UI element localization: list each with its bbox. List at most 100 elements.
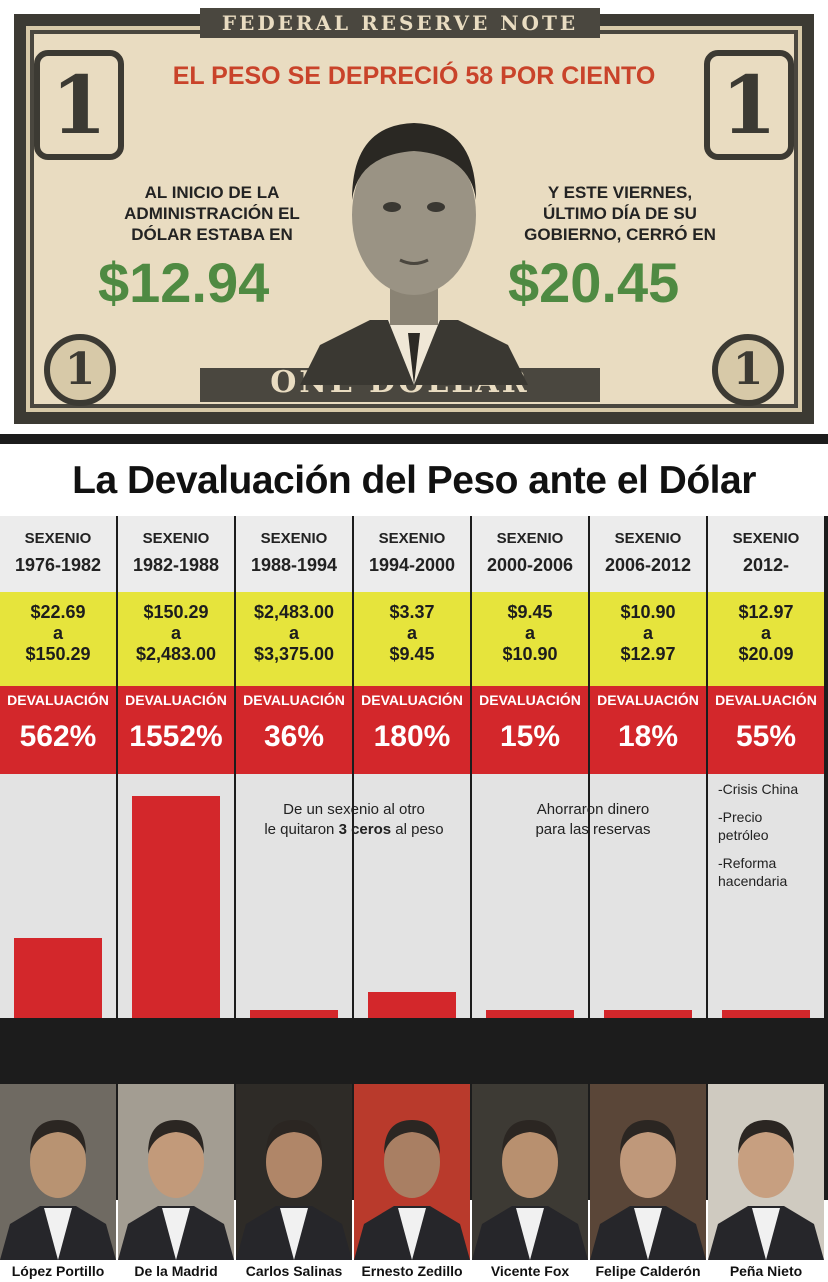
end-caption-line-3: GOBIERNO, CERRÓ EN — [524, 225, 716, 244]
range-start: $2,483.00 — [253, 602, 335, 622]
annotation-salinas-line-1: De un sexenio al otro — [283, 801, 425, 818]
corner-numeral-top-left: 1 — [34, 50, 124, 160]
banknote-headline: EL PESO SE DEPRECIÓ 58 POR CIENTO — [172, 62, 656, 90]
sexenio-header: SEXENIO 2012- — [708, 516, 824, 592]
range-start: $22.69 — [30, 602, 86, 622]
president-name: De la Madrid — [118, 1260, 234, 1282]
bar-plot-area — [590, 774, 706, 1018]
president-photo — [590, 1084, 706, 1260]
devaluation-bar — [14, 938, 102, 1018]
annotation-salinas-line-2: le quitaron 3 ceros al peso — [238, 820, 470, 840]
annotation-pena-line-3: petróleo — [718, 827, 769, 843]
president-photo — [472, 1084, 588, 1260]
range-start: $12.97 — [738, 602, 794, 622]
range-end: $3,375.00 — [253, 644, 335, 664]
exchange-range: $2,483.00 a $3,375.00 — [236, 592, 352, 686]
column-4: SEXENIO 2000-2006 $9.45 a $10.90 DEVALUACIÓN 1… — [472, 516, 588, 1282]
range-start: $150.29 — [143, 602, 209, 622]
sexenio-years: 1988-1994 — [250, 555, 338, 575]
exchange-range: $9.45 a $10.90 — [472, 592, 588, 686]
sexenio-header: SEXENIO 2000-2006 — [472, 516, 588, 592]
range-end: $12.97 — [620, 644, 676, 664]
column-5: SEXENIO 2006-2012 $10.90 a $12.97 DEVALUACIÓN… — [590, 516, 706, 1282]
sexenio-years: 1982-1988 — [132, 555, 220, 575]
president-name: Vicente Fox — [472, 1260, 588, 1282]
annotation-salinas-part-a: le quitaron — [264, 821, 339, 838]
portrait-pena-nieto — [300, 123, 528, 385]
range-connector: a — [52, 623, 63, 643]
president-name: López Portillo — [0, 1260, 116, 1282]
corner-numeral-top-right: 1 — [704, 50, 794, 160]
annotation-fox-line-2: para las reservas — [535, 821, 651, 838]
sexenio-years: 2006-2012 — [604, 555, 692, 575]
range-start: $10.90 — [620, 602, 676, 622]
sexenio-years: 2000-2006 — [486, 555, 574, 575]
devaluation-box: DEVALUACIÓN 36% — [236, 686, 352, 774]
president-photo — [118, 1084, 234, 1260]
devaluation-label: DEVALUACIÓN — [597, 692, 699, 708]
devaluation-label: DEVALUACIÓN — [361, 692, 463, 708]
devaluation-value-label: 15% — [499, 720, 561, 753]
annotation-fox-line-1: Ahorraron dinero — [536, 801, 650, 818]
sexenio-years: 2012- — [742, 555, 790, 575]
range-end: $20.09 — [738, 644, 794, 664]
start-caption-line-2: ADMINISTRACIÓN EL — [124, 204, 300, 223]
range-end: $10.90 — [502, 644, 558, 664]
end-dollar-caption: Y ESTE VIERNES, ÚLTIMO DÍA DE SU GOBIERN… — [500, 182, 740, 245]
annotation-pena: -Crisis China -Precio petróleo -Reforma … — [718, 780, 824, 900]
end-caption-line-1: Y ESTE VIERNES, — [547, 183, 693, 202]
sexenio-header: SEXENIO 1988-1994 — [236, 516, 352, 592]
devaluation-value-label: 36% — [263, 720, 325, 753]
column-0: SEXENIO 1976-1982 $22.69 a $150.29 DEVALUACIÓ… — [0, 516, 116, 1282]
sexenio-years: 1976-1982 — [14, 555, 102, 575]
annotation-salinas: De un sexenio al otro le quitaron 3 cero… — [238, 800, 470, 840]
range-end: $9.45 — [389, 644, 435, 664]
annotation-pena-group-3: -Reforma hacendaria — [718, 854, 824, 890]
sexenio-word: SEXENIO — [496, 530, 564, 547]
sexenio-years: 1994-2000 — [368, 555, 456, 575]
column-1: SEXENIO 1982-1988 $150.29 a $2,483.00 DEVALUA… — [118, 516, 234, 1282]
bar-plot-area — [472, 774, 588, 1018]
bar-plot-area — [236, 774, 352, 1018]
range-end: $2,483.00 — [135, 644, 217, 664]
devaluation-bar — [368, 992, 456, 1018]
exchange-range: $150.29 a $2,483.00 — [118, 592, 234, 686]
sexenio-word: SEXENIO — [24, 530, 92, 547]
exchange-range: $12.97 a $20.09 — [708, 592, 824, 686]
column-6: SEXENIO 2012- $12.97 a $20.09 DEVALUACIÓN 55% P… — [708, 516, 824, 1282]
devaluation-label: DEVALUACIÓN — [243, 692, 345, 708]
banknote-panel: FEDERAL RESERVE NOTE ONE DOLLAR 1 1 1 1 … — [0, 0, 828, 428]
devaluation-value-label: 18% — [617, 720, 679, 753]
range-start: $9.45 — [507, 602, 553, 622]
president-name: Peña Nieto — [708, 1260, 824, 1282]
devaluation-value-label: 55% — [735, 720, 797, 753]
sexenio-word: SEXENIO — [142, 530, 210, 547]
sexenio-header: SEXENIO 1982-1988 — [118, 516, 234, 592]
president-name: Ernesto Zedillo — [354, 1260, 470, 1282]
president-photo — [708, 1084, 824, 1260]
chart-title: La Devaluación del Peso ante el Dólar — [0, 434, 828, 516]
range-connector: a — [524, 623, 535, 643]
devaluation-box: DEVALUACIÓN 18% — [590, 686, 706, 774]
devaluation-box: DEVALUACIÓN 562% — [0, 686, 116, 774]
president-photo — [236, 1084, 352, 1260]
range-connector: a — [642, 623, 653, 643]
bar-plot-area — [0, 774, 116, 1018]
federal-reserve-band: FEDERAL RESERVE NOTE — [200, 8, 600, 38]
exchange-range: $3.37 a $9.45 — [354, 592, 470, 686]
devaluation-value-label: 562% — [19, 720, 97, 753]
devaluation-bar — [250, 1010, 338, 1018]
devaluation-bar — [132, 796, 220, 1018]
range-connector: a — [406, 623, 417, 643]
sexenio-header: SEXENIO 2006-2012 — [590, 516, 706, 592]
annotation-pena-group-2: -Precio petróleo — [718, 808, 824, 844]
devaluation-label: DEVALUACIÓN — [7, 692, 109, 708]
bar-plot-area — [708, 774, 824, 1018]
annotation-fox: Ahorraron dinero para las reservas — [498, 800, 688, 840]
devaluation-bar — [722, 1010, 810, 1018]
president-name: Felipe Calderón — [590, 1260, 706, 1282]
exchange-range: $10.90 a $12.97 — [590, 592, 706, 686]
bar-plot-area — [354, 774, 470, 1018]
range-connector: a — [288, 623, 299, 643]
end-caption-line-2: ÚLTIMO DÍA DE SU — [543, 204, 697, 223]
